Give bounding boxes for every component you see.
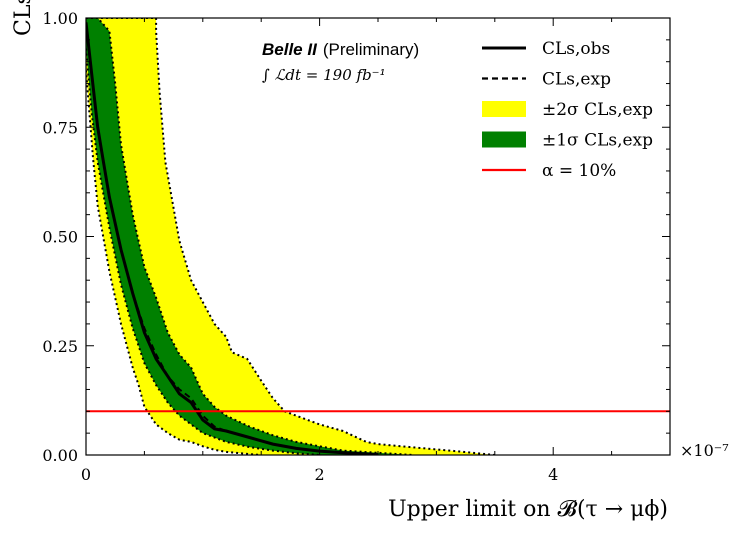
luminosity-label: ∫ ℒdt = 190 fb⁻¹ xyxy=(262,66,386,84)
y-tick-label: 0.50 xyxy=(42,228,78,247)
plot-frame xyxy=(85,17,671,456)
x-tick-label: 4 xyxy=(548,465,558,484)
x-tick-label: 0 xyxy=(81,465,91,484)
legend-label: α = 10% xyxy=(542,161,616,181)
y-axis-label: CLs xyxy=(11,0,36,36)
x-tick-label: 2 xyxy=(315,465,325,484)
y-tick-label: 1.00 xyxy=(42,9,78,28)
legend-label: ±1σ CLs,exp xyxy=(542,131,653,151)
legend-label: CLs,obs xyxy=(542,39,610,59)
legend: CLs,obs CLs,exp ±2σ CLs,exp ±1σ CLs,exp α = … xyxy=(482,39,653,181)
band-1sigma xyxy=(86,18,413,455)
x-axis-label: Upper limit on 𝓑(τ → μϕ) xyxy=(388,497,668,522)
legend-label: CLs,exp xyxy=(542,70,611,90)
legend-swatch xyxy=(482,131,526,148)
legend-swatch xyxy=(482,101,526,117)
legend-label: ±2σ CLs,exp xyxy=(542,100,653,120)
chart-title: Belle II (Preliminary) xyxy=(262,40,419,59)
series-cls-obs xyxy=(86,22,379,455)
band-1sigma-upper-edge xyxy=(86,18,414,455)
band-1sigma-lower-edge xyxy=(86,48,320,455)
y-tick-label: 0.75 xyxy=(42,118,78,137)
y-tick-label: 0.25 xyxy=(42,337,78,356)
band-2sigma-lower-edge xyxy=(86,70,262,455)
band-2sigma xyxy=(86,18,495,455)
x-axis-multiplier: ×10⁻⁷ xyxy=(680,441,729,460)
y-tick-label: 0.00 xyxy=(42,446,78,465)
